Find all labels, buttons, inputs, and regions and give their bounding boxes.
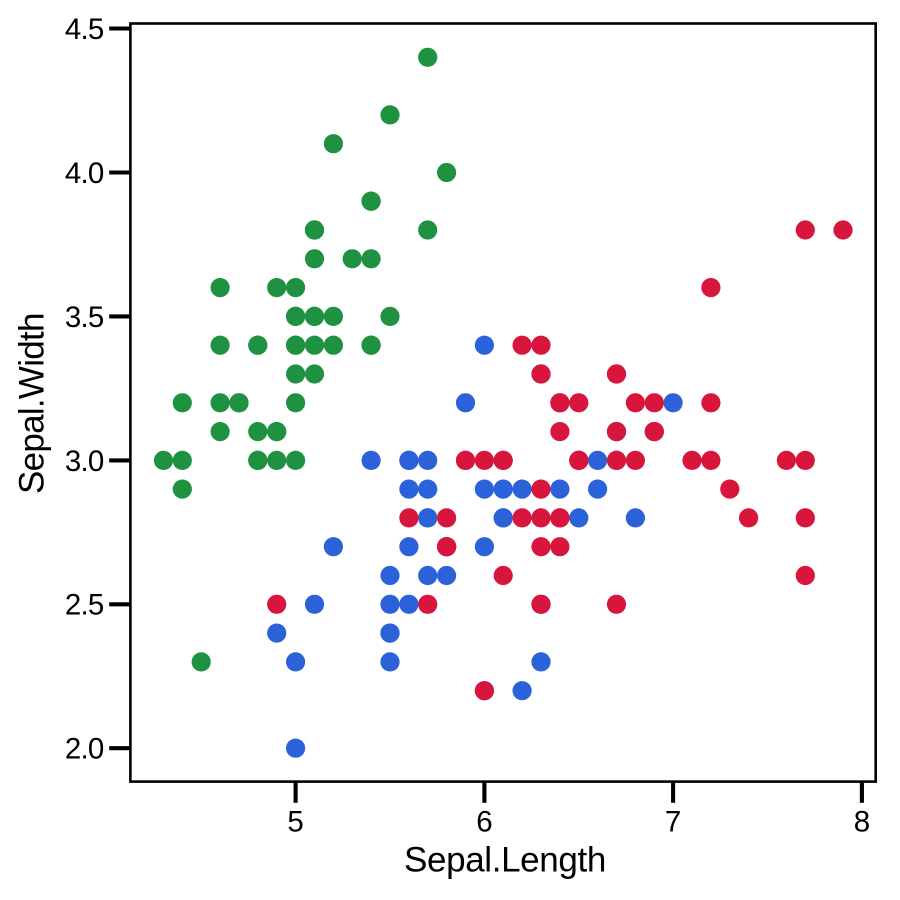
svg-text:8: 8 (854, 806, 870, 839)
svg-text:Sepal.Length: Sepal.Length (404, 840, 606, 879)
svg-text:6: 6 (476, 806, 492, 839)
svg-text:4.0: 4.0 (65, 157, 104, 190)
svg-text:2.5: 2.5 (65, 589, 104, 622)
svg-text:2.0: 2.0 (65, 733, 104, 766)
svg-text:7: 7 (665, 806, 681, 839)
svg-text:5: 5 (287, 806, 303, 839)
svg-text:4.5: 4.5 (65, 13, 104, 46)
svg-text:3.5: 3.5 (65, 301, 104, 334)
svg-text:Sepal.Width: Sepal.Width (13, 313, 52, 494)
svg-text:3.0: 3.0 (65, 445, 104, 478)
